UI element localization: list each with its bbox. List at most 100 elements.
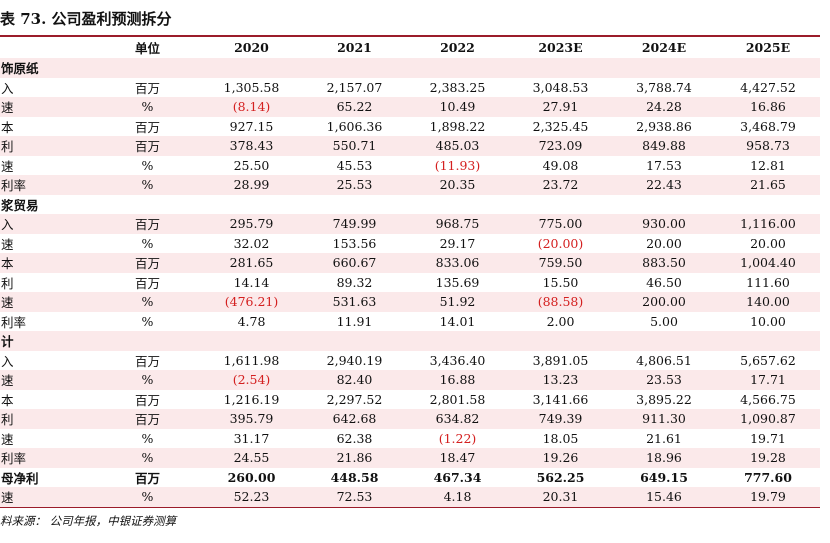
row-label: 母净利 <box>1 470 39 486</box>
value-cell: 25.53 <box>303 175 406 195</box>
value-cell: 51.92 <box>406 292 509 312</box>
empty-cell <box>95 331 200 351</box>
table-title: 表 73. 公司盈利预测拆分 <box>0 10 172 28</box>
source-note: 料来源： 公司年报，中银证券测算 <box>0 514 177 528</box>
empty-cell <box>612 195 716 215</box>
row-label: 本 <box>1 119 14 135</box>
value-cell: 24.55 <box>200 448 303 468</box>
value-cell: 16.86 <box>716 97 820 117</box>
value-cell: 723.09 <box>509 136 612 156</box>
value-cell: 65.22 <box>303 97 406 117</box>
value-cell: 19.79 <box>716 487 820 508</box>
value-cell: 5,657.62 <box>740 352 796 368</box>
header-cell: 2024E <box>641 40 687 55</box>
value-cell: 32.02 <box>233 235 270 251</box>
value-cell: 15.50 <box>542 274 579 290</box>
value-cell: 3,891.05 <box>532 352 589 368</box>
value-cell: 46.50 <box>646 274 682 290</box>
unit-cell: 百万 <box>95 253 200 273</box>
empty-cell <box>95 195 200 215</box>
value-cell: 52.23 <box>200 487 303 508</box>
value-cell: 749.39 <box>509 409 612 429</box>
unit-cell: % <box>141 313 154 329</box>
empty-cell <box>612 58 716 78</box>
table-body: 饰原纸入百万 1,305.58 2,157.07 2,383.25 3,048.53 3,… <box>0 58 820 508</box>
value-cell: 15.46 <box>612 487 716 508</box>
empty-cell <box>509 195 612 215</box>
empty-cell <box>716 195 820 215</box>
table-row: 速% 25.50 45.53 (11.93) 49.08 17.53 12.81 <box>0 156 820 176</box>
empty-cell <box>509 331 612 351</box>
value-cell: 927.15 <box>229 118 274 134</box>
value-cell: 395.79 <box>200 409 303 429</box>
value-cell: 281.65 <box>200 253 303 273</box>
header-cell: 2022 <box>440 40 475 55</box>
value-cell: 295.79 <box>200 214 303 234</box>
value-cell: 23.72 <box>509 175 612 195</box>
unit-cell: % <box>95 292 200 312</box>
section-row: 计 <box>0 331 820 351</box>
table-row: 母净利 百万 260.00 448.58 467.34 562.25 649.15 777.6… <box>0 468 820 488</box>
value-cell: 4.78 <box>237 313 266 329</box>
value-cell: 1,305.58 <box>223 79 280 95</box>
value-cell: 20.31 <box>509 487 612 508</box>
unit-cell: % <box>95 175 200 195</box>
value-cell: 18.96 <box>612 448 716 468</box>
row-label: 利率 <box>0 175 95 195</box>
value-cell: 20.00 <box>750 235 786 251</box>
value-cell: 2,938.86 <box>636 118 692 134</box>
value-cell: 111.60 <box>746 274 790 290</box>
row-label: 速 <box>1 158 14 174</box>
unit-cell: 百万 <box>134 392 160 408</box>
empty-cell <box>95 58 200 78</box>
row-label: 速 <box>1 431 14 447</box>
value-cell: 153.56 <box>332 235 377 251</box>
table-row: 利率% 24.55 21.86 18.47 19.26 18.96 19.28 <box>0 448 820 468</box>
header-cell: 2025E <box>745 40 791 55</box>
unit-cell: 百万 <box>134 470 160 486</box>
value-cell: 89.32 <box>336 274 373 290</box>
unit-cell: % <box>95 487 200 508</box>
value-cell: 531.63 <box>303 292 406 312</box>
value-cell: 21.61 <box>646 430 682 446</box>
value-cell: 21.86 <box>303 448 406 468</box>
section-row: 饰原纸 <box>0 58 820 78</box>
row-label: 入 <box>0 214 95 234</box>
unit-cell: 百万 <box>134 80 160 96</box>
table-row: 利百万 378.43 550.71 485.03 723.09 849.88 958.73 <box>0 136 820 156</box>
value-cell: 1,216.19 <box>223 391 280 407</box>
empty-cell <box>509 58 612 78</box>
value-cell: 958.73 <box>716 136 820 156</box>
table-row: 入 百万 1,305.58 2,157.07 2,383.25 3,048.53 3,788… <box>0 78 820 98</box>
value-cell: 29.17 <box>439 235 476 251</box>
value-cell: 777.60 <box>744 469 792 485</box>
value-cell: 448.58 <box>330 469 379 485</box>
empty-cell <box>716 331 820 351</box>
value-cell: 13.23 <box>509 370 612 390</box>
value-cell: 24.28 <box>612 97 716 117</box>
value-cell: 200.00 <box>612 292 716 312</box>
forecast-table: 单位 2020 2021 2022 2023E 2024E 2025E 饰原纸入百万 1,30… <box>0 37 820 508</box>
value-cell: 14.01 <box>439 313 476 329</box>
value-cell: 10.00 <box>750 313 786 329</box>
unit-cell: 百万 <box>95 214 200 234</box>
value-cell: 17.53 <box>646 157 682 173</box>
value-cell: (8.14) <box>200 97 303 117</box>
value-cell: 634.82 <box>406 409 509 429</box>
title-divider <box>0 35 820 37</box>
value-cell: 140.00 <box>716 292 820 312</box>
value-cell: 62.38 <box>336 430 373 446</box>
row-label: 利 <box>1 275 14 291</box>
header-cell: 单位 <box>134 41 160 56</box>
value-cell: 5.00 <box>650 313 678 329</box>
value-cell: 23.53 <box>612 370 716 390</box>
value-cell: 4,806.51 <box>636 352 692 368</box>
value-cell: 19.71 <box>750 430 786 446</box>
value-cell: 1,004.40 <box>716 253 820 273</box>
value-cell: 759.50 <box>509 253 612 273</box>
empty-cell <box>406 195 509 215</box>
value-cell: 25.50 <box>233 157 270 173</box>
row-label: 速 <box>1 236 14 252</box>
row-label: 速 <box>0 487 95 508</box>
empty-cell <box>200 331 303 351</box>
